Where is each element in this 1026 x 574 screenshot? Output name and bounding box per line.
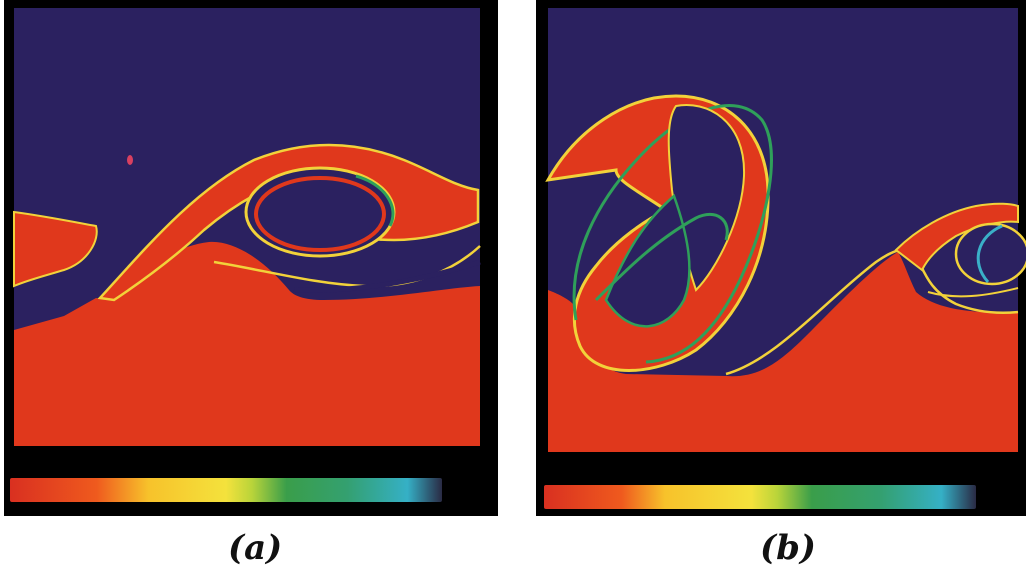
colorbar-a bbox=[10, 478, 442, 502]
lower-streak-dark-a bbox=[293, 259, 481, 293]
small-spot-a bbox=[127, 155, 133, 165]
vortex-outline-b bbox=[572, 104, 773, 364]
panel-b-image bbox=[536, 0, 1026, 516]
secondary-billow-b bbox=[894, 202, 1019, 272]
vortex-field-a bbox=[13, 8, 481, 446]
vortex-core-2-b bbox=[604, 193, 691, 328]
inner-filament-b bbox=[594, 212, 729, 302]
lower-fluid-region-b bbox=[548, 252, 1018, 452]
secondary-eye-b bbox=[954, 222, 1026, 286]
lower-fluid-region-a bbox=[14, 241, 480, 446]
caption-b: (b) bbox=[760, 528, 816, 568]
vortex-eye-inner-a bbox=[254, 176, 386, 252]
vortex-field-b bbox=[545, 8, 1026, 452]
green-filament-a bbox=[355, 174, 395, 227]
colorbar-b bbox=[544, 485, 976, 509]
billow-arm-a bbox=[97, 143, 480, 302]
lower-streak-b bbox=[927, 287, 1019, 298]
left-lobe-a bbox=[13, 210, 98, 288]
cyan-filament-b bbox=[976, 224, 1003, 284]
caption-a: (a) bbox=[228, 528, 283, 568]
panel-a-image bbox=[4, 0, 498, 516]
